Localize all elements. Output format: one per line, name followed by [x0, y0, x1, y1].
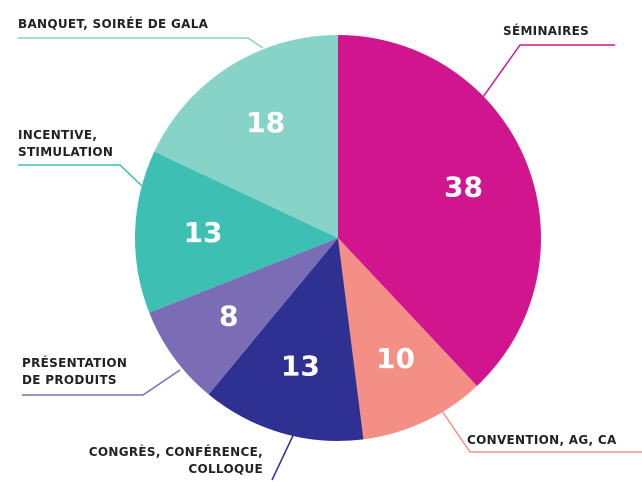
value-label: 10: [376, 342, 415, 375]
pie-slice: [149, 238, 338, 395]
leader-line: [18, 164, 143, 187]
value-label: 38: [444, 170, 483, 203]
leader-line: [18, 37, 264, 49]
slice-label: PRÉSENTATION DE PRODUITS: [22, 356, 128, 387]
pie-slice: [154, 35, 338, 238]
pie-slice: [135, 151, 338, 313]
leader-line: [477, 44, 615, 105]
slice-label: CONVENTION, AG, CA: [467, 433, 617, 447]
pie-slice: [338, 238, 477, 440]
value-label: 13: [184, 216, 223, 249]
leader-line: [439, 407, 642, 453]
value-label: 13: [281, 350, 320, 383]
value-label: 18: [246, 106, 285, 139]
slice-label: BANQUET, SOIRÉE DE GALA: [18, 17, 209, 31]
pie-slice: [208, 238, 364, 441]
pie-slice: [338, 35, 541, 386]
slice-label: SÉMINAIRES: [503, 24, 590, 38]
slice-label: CONGRÈS, CONFÉRENCE, COLLOQUE: [88, 445, 263, 476]
value-label: 8: [219, 299, 238, 332]
slice-label: INCENTIVE, STIMULATION: [18, 128, 114, 159]
leader-line: [22, 369, 181, 396]
